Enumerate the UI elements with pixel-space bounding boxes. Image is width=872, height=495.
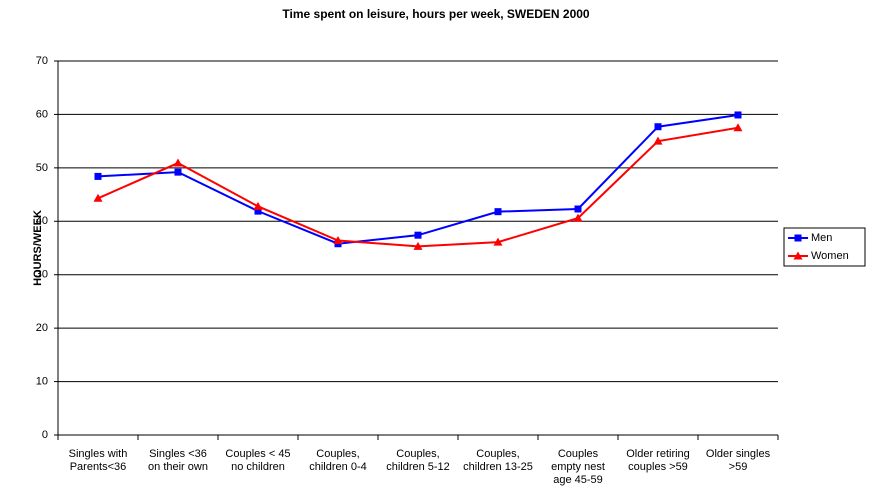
x-tick-label: Couples, children 0-4	[309, 448, 366, 473]
marker	[254, 207, 262, 215]
x-tick-label: Couples empty nest age 45-59	[551, 448, 605, 486]
x-tick-label: Older retiring couples >59	[626, 448, 690, 473]
x-tick-label-line: Older singles	[706, 448, 771, 460]
y-axis-label: HOURS/WEEK	[32, 210, 44, 286]
marker	[733, 123, 743, 132]
marker	[414, 231, 422, 239]
y-tick-label: 40	[36, 215, 48, 227]
x-tick-label-line: children 0-4	[309, 461, 366, 473]
marker	[493, 237, 503, 246]
y-tick-label: 50	[36, 162, 48, 174]
series-line	[97, 126, 739, 248]
x-tick-label-line: Couples,	[396, 448, 439, 460]
series-line	[97, 113, 739, 245]
x-tick-label-line: >59	[729, 461, 748, 473]
x-tick-label-line: Couples,	[316, 448, 359, 460]
x-tick-label-line: children 5-12	[386, 461, 450, 473]
marker	[734, 111, 742, 119]
x-tick-label-line: Couples < 45	[225, 448, 290, 460]
marker	[413, 241, 423, 250]
legend-label: Women	[811, 250, 849, 262]
marker	[253, 201, 263, 210]
x-tick-label: Singles <36 on their own	[148, 448, 208, 473]
x-tick-label-line: on their own	[148, 461, 208, 473]
chart-title: Time spent on leisure, hours per week, S…	[282, 7, 590, 21]
marker	[653, 136, 663, 145]
y-tick-label: 70	[36, 55, 48, 67]
y-tick-label: 60	[36, 108, 48, 120]
x-tick-label: Singles with Parents<36	[69, 448, 128, 473]
legend-label: Men	[811, 232, 832, 244]
x-tick-label-line: Singles <36	[149, 448, 207, 460]
y-tick-label: 10	[36, 375, 48, 387]
x-tick-label-line: empty nest	[551, 461, 605, 473]
x-tick-label-line: children 13-25	[463, 461, 533, 473]
x-tick-label: Couples, children 5-12	[386, 448, 450, 473]
y-tick-label: 0	[42, 429, 48, 441]
x-tick-label-line: Couples	[558, 448, 599, 460]
y-tick-label: 20	[36, 322, 48, 334]
x-tick-label-line: Singles with	[69, 448, 128, 460]
marker	[333, 236, 343, 245]
marker	[494, 208, 502, 216]
x-tick-label-line: Older retiring	[626, 448, 690, 460]
x-tick-label: Couples < 45 no children	[225, 448, 290, 473]
x-tick-label-line: Parents<36	[70, 461, 127, 473]
legend-marker	[793, 251, 803, 260]
marker	[174, 168, 182, 176]
marker	[173, 158, 183, 167]
x-tick-label: Older singles >59	[706, 448, 771, 473]
x-tick-label-line: Couples,	[476, 448, 519, 460]
marker	[93, 193, 103, 202]
x-tick-label-line: age 45-59	[553, 474, 603, 486]
x-tick-label: Couples, children 13-25	[463, 448, 533, 473]
x-tick-label-line: couples >59	[628, 461, 688, 473]
legend-box	[783, 227, 866, 267]
x-tick-label-line: no children	[231, 461, 285, 473]
y-tick-label: 30	[36, 269, 48, 281]
marker	[654, 123, 662, 131]
marker	[573, 213, 583, 222]
marker	[94, 172, 102, 180]
marker	[574, 205, 582, 213]
legend-marker	[794, 234, 802, 242]
